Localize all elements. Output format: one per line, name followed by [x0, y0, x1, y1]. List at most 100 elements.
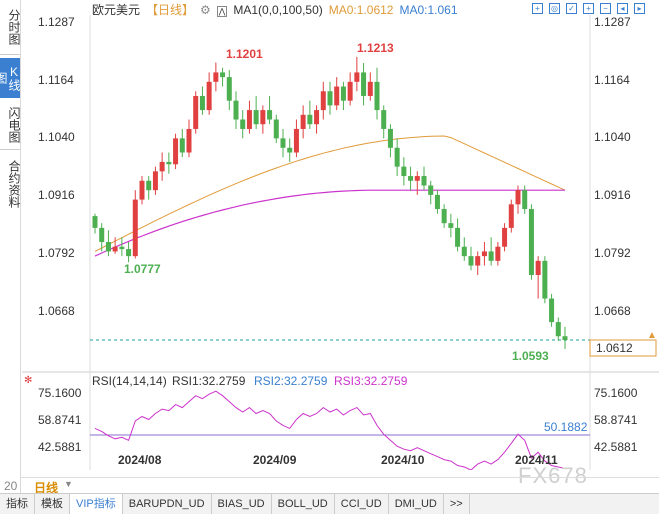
candle — [528, 209, 534, 275]
candle — [173, 138, 179, 165]
candle — [381, 110, 387, 129]
candle — [260, 110, 266, 125]
period-selector[interactable]: 日线 — [34, 481, 59, 495]
candle — [428, 185, 434, 195]
candle — [126, 249, 132, 257]
candle — [401, 166, 407, 177]
candle — [314, 110, 320, 125]
candle — [542, 260, 548, 299]
price-label-left: 1.0916 — [38, 188, 75, 202]
x-axis-label: 2024/08 — [118, 453, 162, 467]
candle — [408, 176, 414, 181]
price-chart[interactable]: 1.1287 1.1164 1.1040 1.0916 1.0792 1.066… — [22, 0, 659, 470]
candle — [481, 251, 487, 257]
price-label-right: 1.1164 — [594, 73, 630, 87]
settings-icon[interactable]: ⚙ — [200, 3, 211, 17]
candle — [421, 176, 427, 186]
candle — [367, 81, 373, 96]
indicator-tab-bar: 指标 模板 VIP指标 BARUPDN_UD BIAS_UD BOLL_UD C… — [0, 493, 659, 514]
ma-line-orange — [94, 135, 566, 252]
price-label-left: 1.1287 — [38, 15, 75, 29]
rsi-axis-right: 75.1600 — [594, 386, 638, 400]
ma0-blue-label: MA0:1.061 — [399, 3, 458, 17]
candle — [220, 72, 226, 78]
rsi-axis-left: 42.5881 — [38, 440, 82, 454]
candle — [441, 209, 447, 224]
candle — [132, 199, 138, 257]
candle — [434, 194, 440, 210]
candle — [354, 72, 360, 82]
rsi-line — [94, 390, 566, 470]
tab-contract-info[interactable]: 合约资料 — [7, 160, 21, 208]
period-bar: 20 日线 ▼ — [4, 477, 659, 495]
x-axis-label: 2024/09 — [253, 453, 297, 467]
candle — [340, 86, 346, 101]
candle — [387, 128, 393, 148]
symbol-label: 欧元美元 — [92, 3, 141, 17]
tab-flash[interactable]: 闪电图 — [0, 100, 21, 150]
candle — [307, 114, 313, 125]
candle — [213, 72, 219, 82]
candle — [374, 81, 380, 111]
eye-icon[interactable]: ◎ — [549, 3, 560, 14]
zoom-out-icon[interactable]: − — [600, 3, 611, 14]
zoom-in-icon[interactable]: + — [583, 3, 594, 14]
left-number: 20 — [4, 479, 18, 493]
up-arrow-icon[interactable]: ▲ — [647, 330, 657, 341]
candle — [475, 256, 481, 266]
candle — [166, 161, 172, 165]
candle — [468, 256, 474, 266]
chevron-down-icon[interactable]: ▼ — [64, 479, 73, 489]
tab-kline[interactable]: K线图 — [0, 58, 21, 98]
candle — [246, 110, 252, 129]
period-label[interactable]: 【日线】 — [146, 3, 195, 17]
candle — [555, 322, 561, 337]
candle — [240, 119, 246, 129]
candle — [535, 260, 541, 275]
rsi3-label: RSI3:32.2759 — [334, 374, 408, 388]
price-label-right: 1.0916 — [594, 188, 631, 202]
tab-vip-indicator[interactable]: VIP指标 — [70, 494, 123, 514]
left-arrow-icon[interactable]: ◂ — [617, 3, 628, 14]
price-label-right: 1.0792 — [594, 246, 631, 260]
crosshair-icon[interactable]: + — [532, 3, 543, 14]
candle — [287, 147, 293, 153]
checkbox-icon[interactable]: ✓ — [566, 3, 577, 14]
price-label-left: 1.1164 — [38, 73, 74, 87]
candle — [361, 72, 367, 96]
tab-bias[interactable]: BIAS_UD — [212, 494, 272, 514]
candle — [226, 77, 232, 101]
candle — [562, 336, 568, 340]
right-arrow-icon[interactable]: ▸ — [634, 3, 645, 14]
rsi-settings-icon[interactable]: ✻ — [24, 375, 32, 386]
candle — [119, 246, 125, 250]
candle — [105, 242, 111, 252]
left-tab-panel: 分时图 K线图 闪电图 合约资料 — [0, 0, 21, 493]
tab-boll[interactable]: BOLL_UD — [272, 494, 335, 514]
tab-dmi[interactable]: DMI_UD — [389, 494, 444, 514]
candle — [179, 138, 185, 153]
tab-template[interactable]: 模板 — [35, 494, 70, 514]
tab-cci[interactable]: CCI_UD — [335, 494, 389, 514]
tab-more[interactable]: >> — [444, 494, 470, 514]
ma0-label: MA0:1.0612 — [328, 3, 394, 17]
current-price-box — [589, 339, 657, 357]
candle — [394, 147, 400, 167]
tab-indicator[interactable]: 指标 — [0, 494, 35, 514]
candle — [495, 246, 501, 261]
candle — [267, 110, 273, 120]
candle — [112, 246, 118, 252]
tab-barupdn[interactable]: BARUPDN_UD — [123, 494, 212, 514]
candle — [273, 119, 279, 139]
high-annotation: 1.1201 — [226, 47, 263, 61]
candle — [253, 110, 259, 125]
rsi-level-label: 50.1882 — [544, 420, 588, 434]
candle — [327, 91, 333, 106]
tab-timeshare[interactable]: 分时图 — [0, 0, 21, 55]
ma-line-magenta — [94, 189, 565, 257]
candle — [99, 227, 105, 243]
price-label-left: 1.1040 — [38, 130, 75, 144]
candle — [233, 100, 239, 120]
rsi2-label: RSI2:32.2759 — [254, 374, 328, 388]
x-axis-label: 2024/10 — [381, 453, 425, 467]
